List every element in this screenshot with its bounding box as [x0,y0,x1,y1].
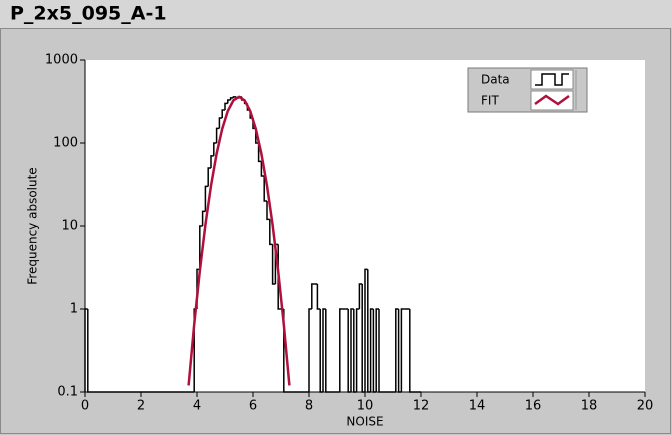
histogram-bar [213,142,217,156]
legend-swatch [534,94,570,106]
histogram-bar [266,201,270,221]
histogram-bar [308,308,312,392]
x-tick-label: 6 [249,399,257,414]
histogram-bar [350,308,354,392]
histogram-bar [375,308,379,392]
histogram-bar [204,185,209,212]
histogram-bar [400,308,405,392]
histogram-bar [347,309,351,393]
legend-label: Data [481,73,510,87]
histogram-bar [199,225,203,270]
histogram-bar [84,308,88,392]
x-tick-label: 0 [81,399,89,414]
histogram-bar [316,284,321,310]
histogram-bar [271,244,276,285]
histogram-bar [367,269,371,393]
y-axis-label: Frequency absolute [26,167,40,284]
histogram-bar [257,143,262,163]
histogram-bar [224,102,228,110]
x-tick-label: 8 [305,399,313,414]
fit-line [187,95,291,386]
histogram-bar [201,210,206,226]
histogram-bar [311,283,315,309]
histogram-bar [227,99,231,104]
y-tick-label: 1000 [45,53,78,68]
x-tick-label: 16 [525,399,542,414]
histogram-bar [210,155,214,168]
histogram-bar [397,309,402,393]
x-tick-label: 18 [581,399,598,414]
histogram-bar [372,309,377,393]
y-tick-label: 10 [61,219,78,234]
histogram-bar [358,283,363,309]
histogram-bar [339,308,343,392]
y-tick-label: 100 [53,136,78,151]
title-bar [0,0,672,28]
legend: Data FIT [467,67,588,113]
histogram-bar [218,117,223,129]
histogram-bar [87,309,91,393]
histogram-bar [361,284,365,393]
histogram-bar [355,308,360,392]
x-tick-label: 4 [193,399,201,414]
histogram-bar [353,309,357,393]
histogram-bar [395,308,399,392]
x-tick-label: 2 [137,399,145,414]
histogram-bar [378,309,382,393]
histogram-bar [221,109,225,119]
histogram-bar [369,308,374,392]
histogram-bar [269,219,273,246]
legend-swatch [535,73,569,86]
histogram-bar [260,161,265,177]
legend-label: FIT [481,94,499,108]
histogram-bar [263,176,267,202]
histogram-bar [207,167,211,187]
y-tick-label: 1 [70,302,78,317]
histogram-bar [364,268,368,392]
chart-title: P_2x5_095_A-1 [10,3,167,25]
x-tick-label: 14 [469,399,486,414]
x-tick-label: 12 [413,399,430,414]
histogram-bar [229,97,234,100]
histogram-bar [215,127,220,143]
y-tick-label: 0.1 [57,385,78,400]
histogram-bar [325,309,329,393]
x-tick-label: 10 [357,399,374,414]
histogram-bar [319,309,323,393]
histogram-bar [322,308,326,392]
x-axis-label: NOISE [346,415,383,429]
histogram-bar [409,309,413,393]
legend-swatch-box [530,69,574,90]
x-tick-label: 20 [637,399,654,414]
histogram-bar [232,96,237,98]
